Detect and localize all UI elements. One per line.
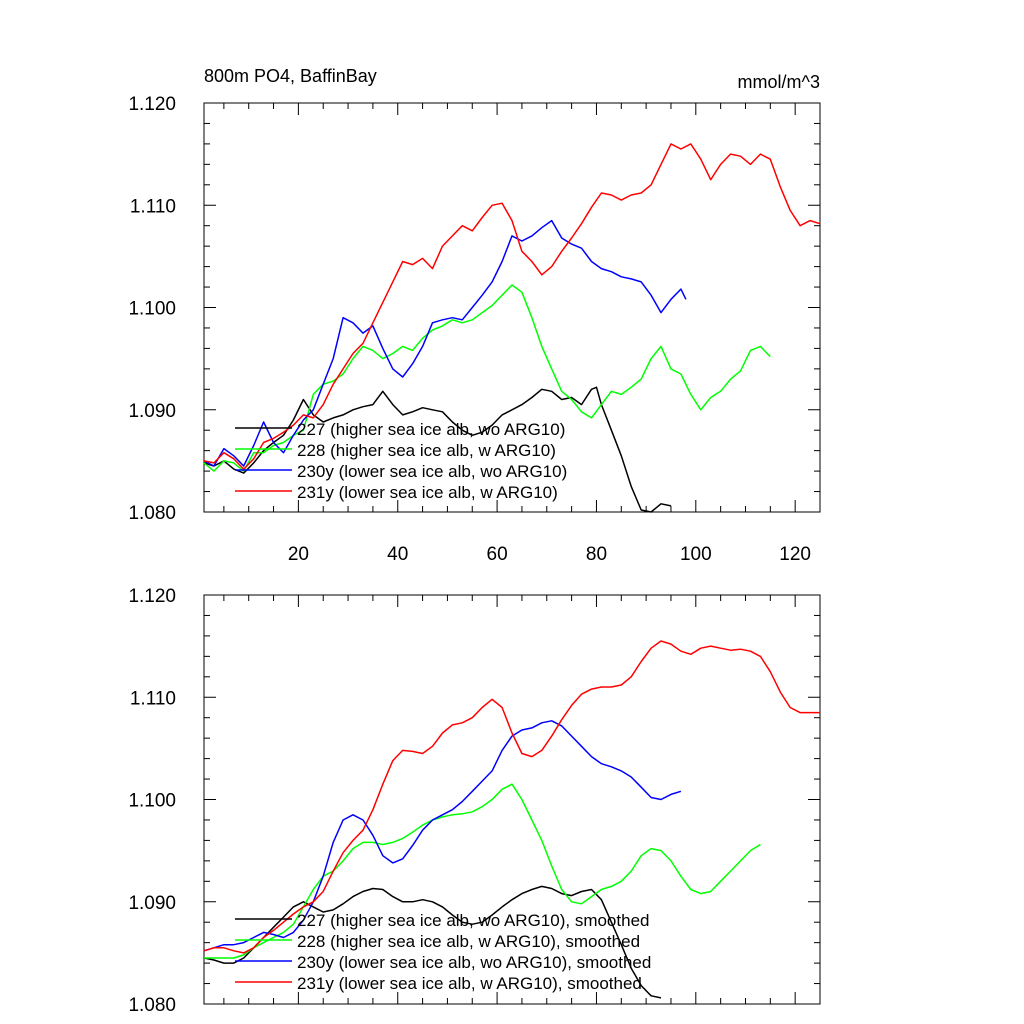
y-tick-label: 1.080	[128, 995, 176, 1016]
x-tick-label: 40	[387, 544, 408, 565]
legend-label: 231y (lower sea ice alb, w ARG10)	[297, 483, 558, 502]
series-line	[203, 219, 687, 467]
chart-title: 800m PO4, BaffinBay	[204, 66, 377, 86]
y-tick-label: 1.120	[128, 586, 176, 607]
x-tick-label: 120	[779, 544, 811, 565]
x-tick-label: 100	[680, 544, 712, 565]
x-tick-label: 20	[288, 544, 309, 565]
legend-label: 227 (higher sea ice alb, wo ARG10)	[297, 420, 565, 439]
x-tick-label: 80	[586, 544, 607, 565]
units-label: mmol/m^3	[738, 72, 820, 92]
y-tick-label: 1.110	[130, 196, 176, 217]
y-tick-label: 1.090	[128, 401, 176, 422]
series-line	[204, 783, 761, 959]
y-tick-label: 1.100	[128, 791, 176, 812]
series-line	[203, 640, 820, 954]
legend-label: 228 (higher sea ice alb, w ARG10), smoot…	[297, 932, 640, 951]
y-tick-label: 1.090	[128, 893, 176, 914]
legend-label: 230y (lower sea ice alb, wo ARG10), smoo…	[297, 953, 651, 972]
series-line	[203, 143, 821, 470]
legend-label: 227 (higher sea ice alb, wo ARG10), smoo…	[297, 911, 649, 930]
series-line	[203, 885, 662, 999]
legend-label: 230y (lower sea ice alb, wo ARG10)	[297, 462, 567, 481]
legend-label: 231y (lower sea ice alb, w ARG10), smoot…	[297, 974, 642, 993]
series-line	[203, 284, 771, 472]
y-tick-label: 1.080	[128, 503, 176, 524]
y-tick-label: 1.110	[130, 688, 176, 709]
legend-label: 228 (higher sea ice alb, w ARG10)	[297, 441, 556, 460]
y-tick-label: 1.120	[128, 94, 176, 115]
x-tick-label: 60	[487, 544, 508, 565]
y-tick-label: 1.100	[128, 299, 176, 320]
series-line	[203, 386, 672, 513]
series-line	[203, 720, 682, 952]
top-panel: 1.080 1.090 1.100 1.110 1.120 20 40 60 80 100 120 8…	[128, 66, 821, 565]
bottom-panel: 1.080 1.090 1.100 1.110 1.120 227 (higher sea…	[128, 586, 821, 1016]
